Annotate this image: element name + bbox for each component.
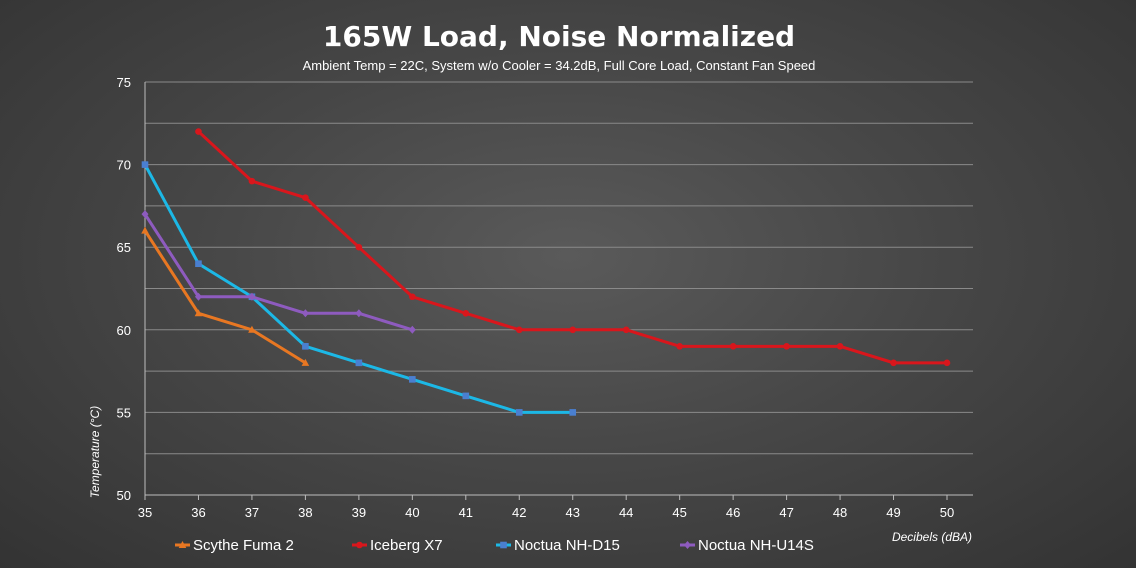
data-point	[141, 210, 149, 219]
x-axis-ticks: 35 36 37 38 39 40 41 42 43 44 45 46 47 48 49 50	[138, 495, 954, 520]
data-point	[408, 325, 416, 334]
data-point	[462, 392, 470, 400]
data-point	[783, 343, 790, 350]
data-point	[355, 359, 363, 367]
legend-marker	[500, 541, 507, 549]
y-tick-label: 70	[117, 158, 131, 173]
series-3	[141, 210, 416, 334]
x-tick-label: 37	[245, 505, 259, 520]
data-point	[515, 326, 523, 334]
y-axis-ticks: 50 55 60 65 70 75	[117, 75, 131, 503]
legend-item: Scythe Fuma 2	[175, 537, 294, 554]
series-1	[195, 128, 951, 367]
x-tick-label: 40	[405, 505, 419, 520]
legend-label: Noctua NH-U14S	[698, 537, 814, 554]
data-point	[195, 128, 202, 135]
x-axis-label: Decibels (dBA)	[892, 530, 972, 544]
data-point	[622, 326, 630, 334]
y-tick-label: 75	[117, 75, 131, 90]
data-point	[194, 292, 202, 301]
x-tick-label: 47	[779, 505, 793, 520]
data-point	[301, 358, 310, 366]
data-point	[676, 343, 683, 350]
x-tick-label: 38	[298, 505, 312, 520]
y-tick-label: 60	[117, 323, 131, 338]
x-tick-label: 49	[886, 505, 900, 520]
legend: Scythe Fuma 2 Iceberg X7 Noctua NH-D15 Noct…	[175, 537, 814, 554]
x-tick-label: 43	[565, 505, 579, 520]
data-point	[248, 177, 256, 185]
data-series	[141, 128, 951, 416]
data-point	[195, 260, 202, 268]
data-point	[836, 343, 844, 350]
gridlines	[145, 81, 973, 455]
data-point	[248, 325, 256, 333]
series-line	[143, 229, 307, 365]
data-point	[943, 359, 951, 367]
legend-marker	[684, 541, 691, 549]
data-point	[355, 243, 363, 251]
x-tick-label: 44	[619, 505, 633, 520]
x-tick-label: 41	[459, 505, 473, 520]
y-tick-label: 65	[117, 240, 131, 255]
data-point	[569, 326, 577, 334]
data-point	[729, 343, 737, 350]
y-axis-label: Temperature (°C)	[88, 406, 102, 498]
y-tick-label: 55	[117, 405, 131, 420]
data-point	[462, 309, 470, 317]
legend-label: Noctua NH-D15	[514, 537, 620, 554]
data-point	[409, 293, 416, 301]
series-0	[141, 226, 310, 366]
data-point	[141, 161, 149, 168]
x-tick-label: 50	[940, 505, 954, 520]
data-point	[301, 309, 309, 318]
y-tick-label: 50	[117, 488, 131, 503]
legend-marker	[178, 541, 187, 548]
x-tick-label: 46	[726, 505, 740, 520]
data-point	[248, 292, 256, 301]
series-line	[143, 212, 414, 332]
x-tick-label: 48	[833, 505, 847, 520]
legend-marker	[356, 541, 363, 549]
legend-item: Noctua NH-U14S	[680, 537, 814, 554]
chart-title: 165W Load, Noise Normalized	[323, 20, 795, 53]
x-tick-label: 42	[512, 505, 526, 520]
x-tick-label: 36	[191, 505, 205, 520]
legend-label: Scythe Fuma 2	[193, 537, 294, 554]
data-point	[355, 309, 363, 318]
x-tick-label: 45	[672, 505, 686, 520]
legend-label: Iceberg X7	[370, 537, 443, 554]
data-point	[890, 359, 897, 367]
data-point	[409, 376, 416, 383]
data-point	[515, 409, 523, 416]
data-point	[569, 409, 577, 416]
data-point	[194, 309, 203, 317]
data-point	[302, 343, 309, 350]
axes	[144, 82, 973, 496]
data-point	[141, 226, 149, 234]
x-tick-label: 39	[352, 505, 366, 520]
x-tick-label: 35	[138, 505, 152, 520]
legend-item: Iceberg X7	[352, 537, 443, 554]
data-point	[302, 194, 309, 201]
legend-item: Noctua NH-D15	[496, 537, 620, 554]
chart-subtitle: Ambient Temp = 22C, System w/o Cooler = …	[303, 58, 816, 73]
